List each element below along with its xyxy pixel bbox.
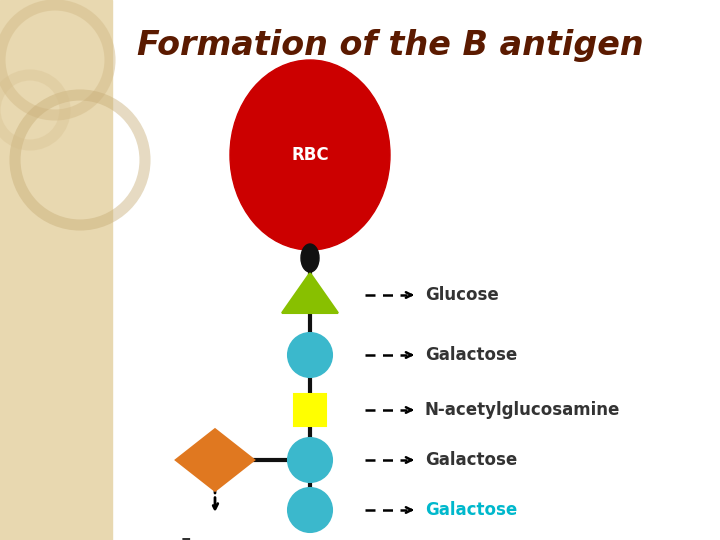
Text: RBC: RBC xyxy=(291,146,329,164)
Ellipse shape xyxy=(230,60,390,250)
Text: N-acetylglucosamine: N-acetylglucosamine xyxy=(425,401,621,419)
Text: Glucose: Glucose xyxy=(425,286,499,304)
Circle shape xyxy=(288,333,332,377)
Text: Galactose: Galactose xyxy=(425,501,517,519)
Text: Galactose: Galactose xyxy=(425,346,517,364)
Polygon shape xyxy=(176,429,254,491)
Text: Formation of the B antigen: Formation of the B antigen xyxy=(137,29,643,62)
Polygon shape xyxy=(282,273,338,313)
Circle shape xyxy=(288,488,332,532)
Ellipse shape xyxy=(301,244,319,272)
Circle shape xyxy=(288,438,332,482)
Text: Galactose: Galactose xyxy=(425,451,517,469)
Bar xyxy=(0,0,112,540)
Text: Fucose: Fucose xyxy=(181,538,240,540)
Bar xyxy=(294,394,326,426)
